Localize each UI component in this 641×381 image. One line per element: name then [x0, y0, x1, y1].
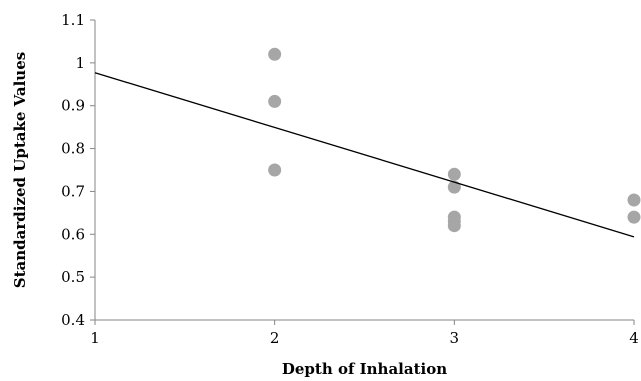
y-tick-label: 0.5	[61, 268, 85, 286]
data-point	[447, 219, 461, 233]
x-tick-label: 2	[270, 329, 280, 347]
y-axis-title: Standardized Uptake Values	[11, 52, 29, 288]
data-point	[627, 210, 641, 224]
x-tick-label: 3	[450, 329, 460, 347]
y-tick-group: 0.4 0.5 0.6 0.7 0.8 0.9 1 1.1	[61, 11, 95, 329]
x-tick-label: 4	[629, 329, 639, 347]
y-tick-label: 0.9	[61, 97, 85, 115]
y-tick-label: 1.1	[61, 11, 85, 29]
data-point	[447, 180, 461, 194]
data-point	[447, 167, 461, 181]
data-point	[627, 193, 641, 207]
x-tick-group: 1 2 3 4	[90, 320, 639, 347]
y-tick-label: 0.8	[61, 140, 85, 158]
data-point	[268, 94, 282, 108]
x-tick-label: 1	[90, 329, 100, 347]
y-tick-label: 1	[75, 54, 85, 72]
y-tick-label: 0.4	[61, 311, 85, 329]
y-tick-label: 0.7	[61, 182, 85, 200]
data-point	[268, 163, 282, 177]
data-point	[268, 47, 282, 61]
trendline	[94, 72, 635, 238]
data-points	[268, 47, 641, 233]
axes	[94, 20, 634, 321]
y-tick-label: 0.6	[61, 225, 85, 243]
x-axis-title: Depth of Inhalation	[282, 360, 447, 378]
